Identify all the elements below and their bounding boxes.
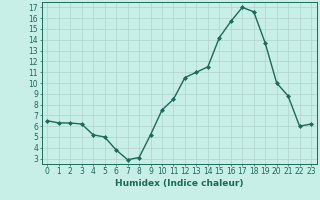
X-axis label: Humidex (Indice chaleur): Humidex (Indice chaleur) <box>115 179 244 188</box>
